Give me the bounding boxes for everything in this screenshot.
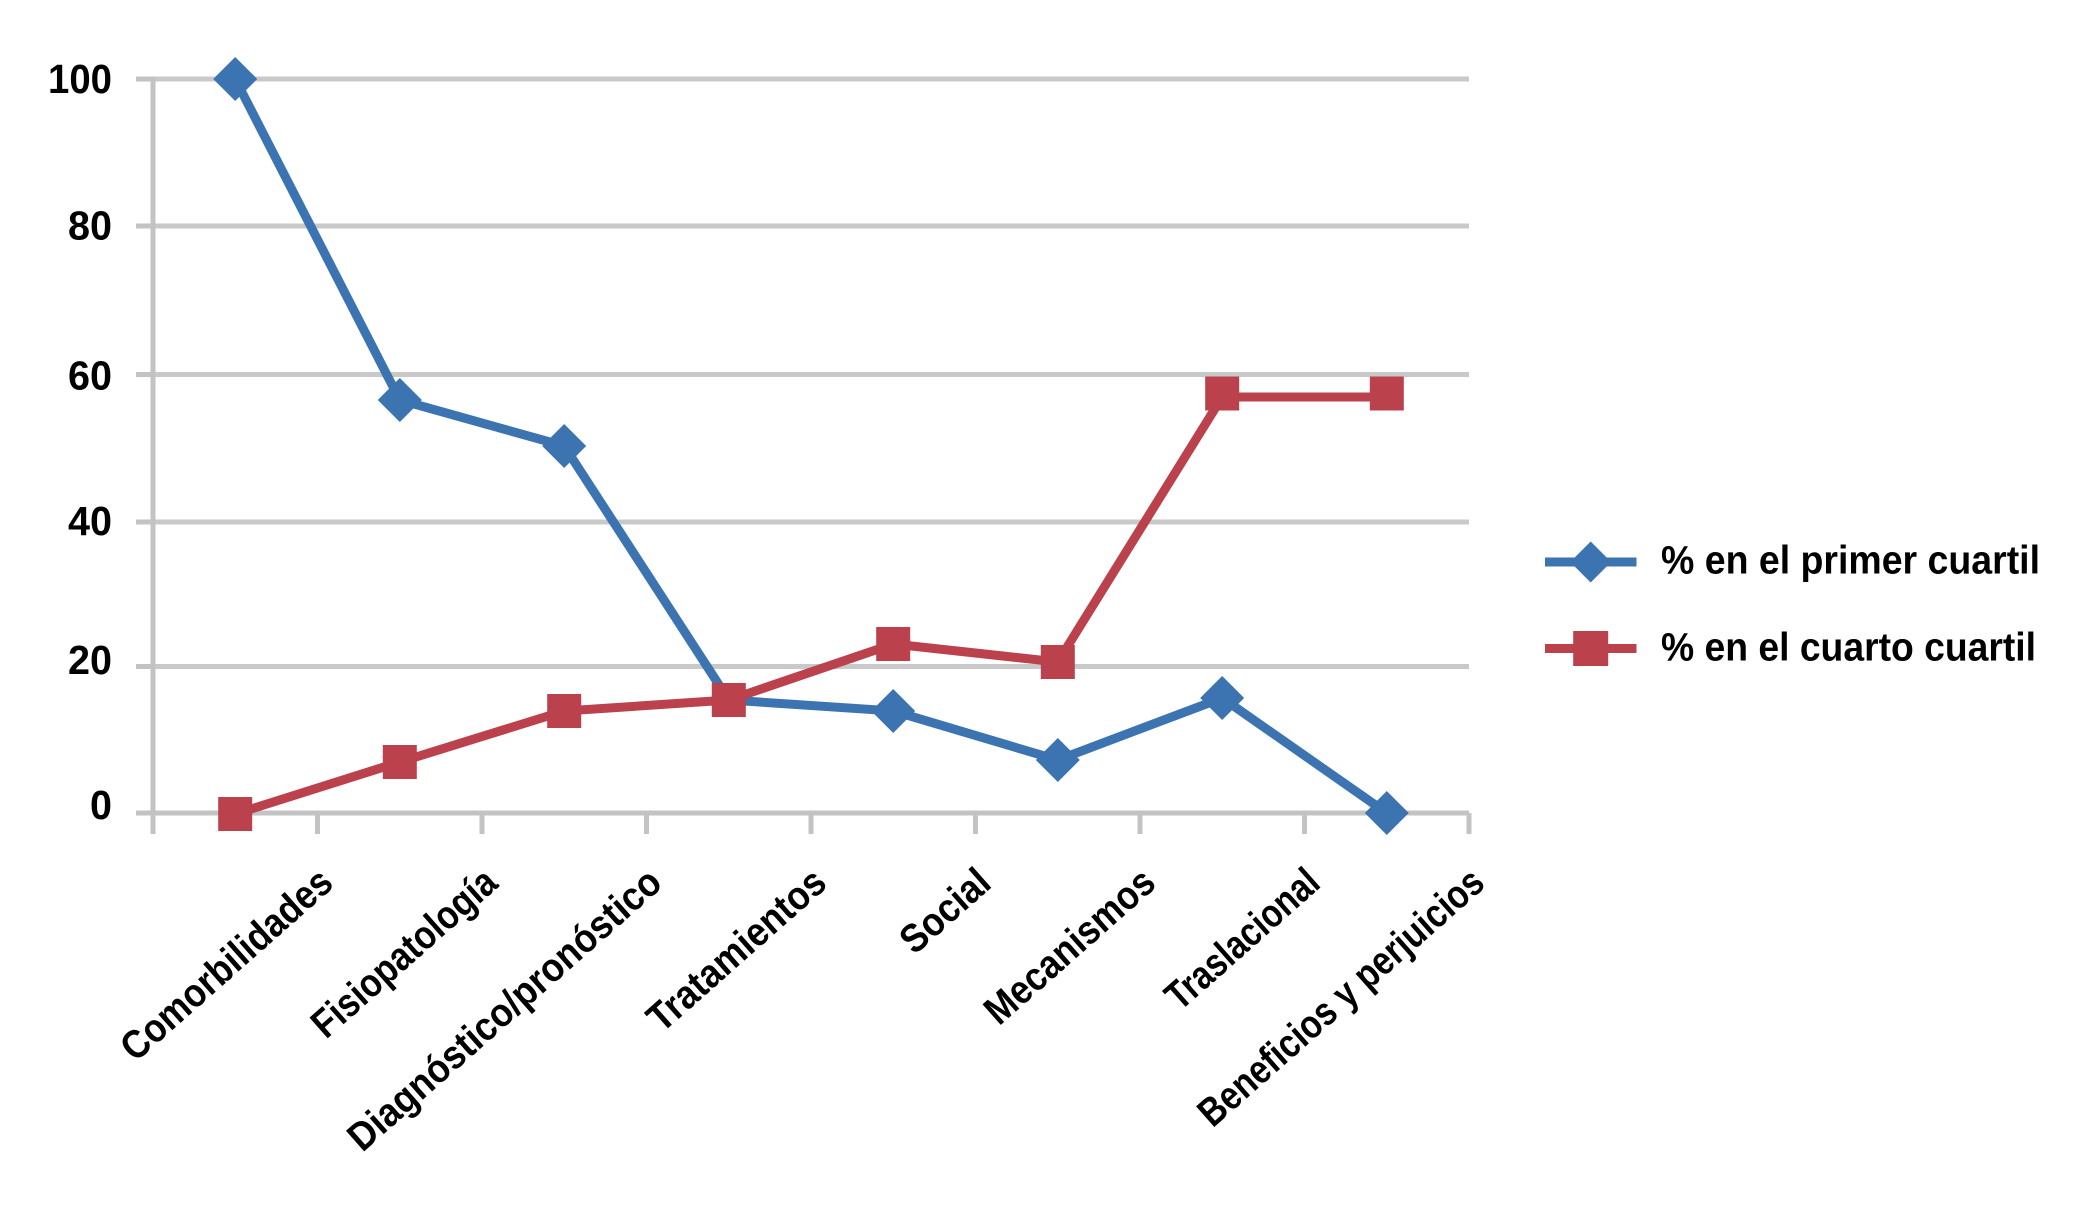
svg-text:100: 100 (48, 56, 112, 102)
svg-text:% en el primer cuartil: % en el primer cuartil (1661, 539, 2040, 583)
svg-text:20: 20 (68, 637, 112, 683)
svg-text:0: 0 (90, 782, 112, 828)
svg-text:% en el cuarto cuartil: % en el cuarto cuartil (1661, 626, 2036, 670)
svg-text:40: 40 (68, 498, 112, 544)
svg-text:80: 80 (68, 203, 112, 249)
svg-text:60: 60 (68, 352, 112, 398)
